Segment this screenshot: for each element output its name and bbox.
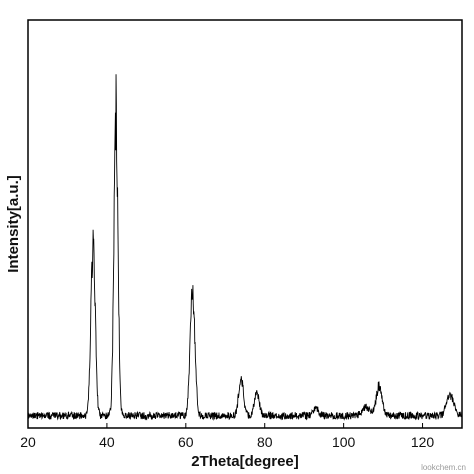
x-tick-label: 100 (332, 434, 356, 450)
series-line (27, 74, 463, 421)
watermark: lookchem.cn (421, 463, 466, 472)
plot-frame (27, 19, 463, 429)
x-tick-label: 120 (411, 434, 435, 450)
y-axis-label: Intensity[a.u.] (5, 175, 22, 273)
x-tick-label: 60 (178, 434, 194, 450)
x-axis-label: 2Theta[degree] (191, 453, 299, 470)
x-tick-label: 20 (20, 434, 36, 450)
x-tick-label: 40 (99, 434, 115, 450)
x-tick-label: 80 (257, 434, 273, 450)
